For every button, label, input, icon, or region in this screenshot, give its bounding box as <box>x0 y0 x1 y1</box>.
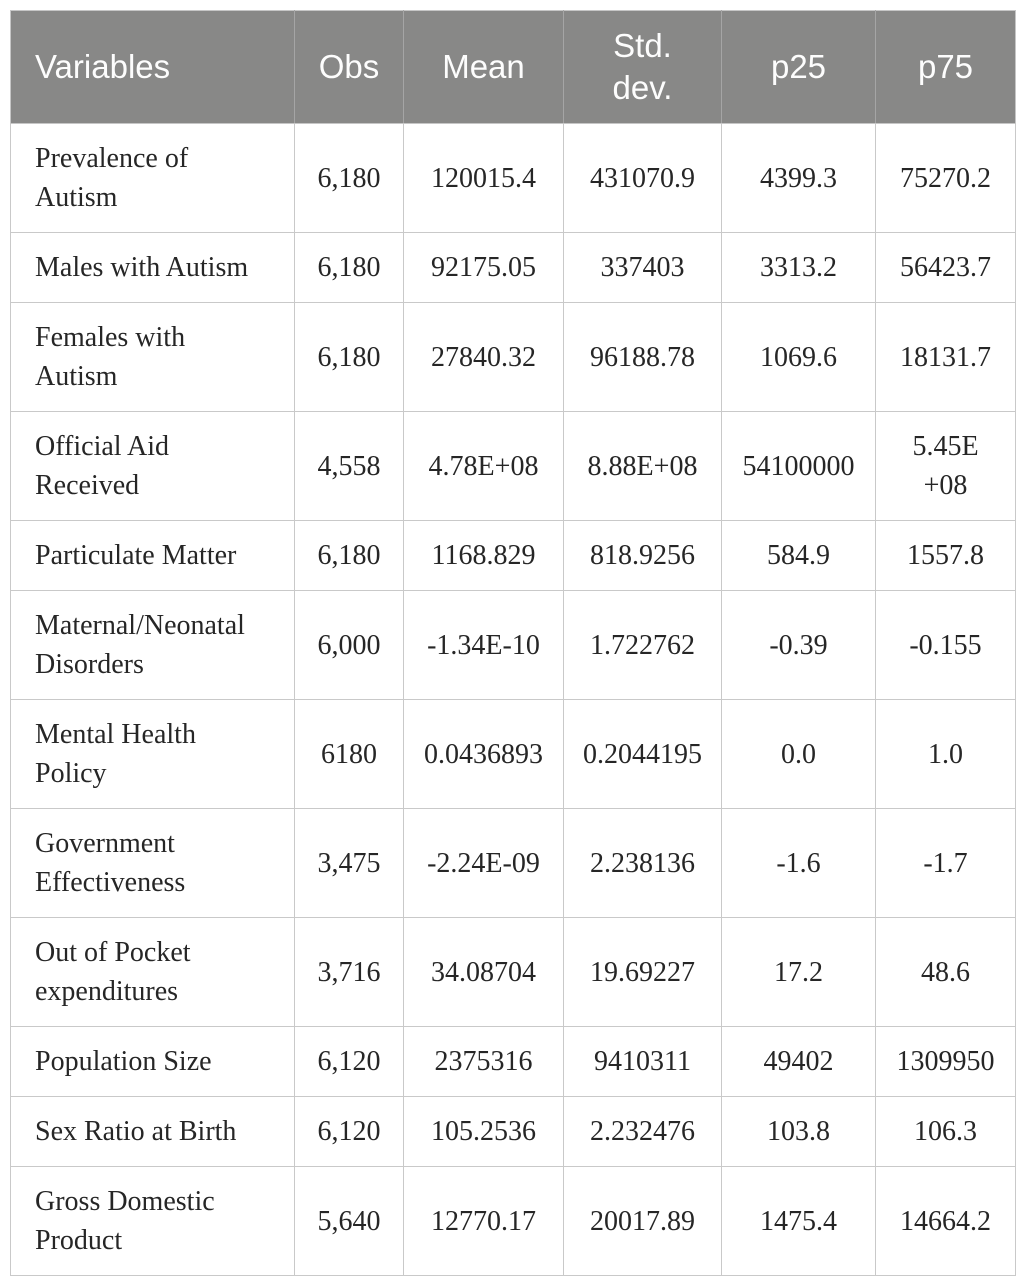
cell-p75: 1.0 <box>875 699 1016 809</box>
cell-p75: 1557.8 <box>875 520 1016 591</box>
table-row: Government Effectiveness 3,475 -2.24E-09 2.… <box>10 808 1016 918</box>
cell-p25: 103.8 <box>721 1096 876 1167</box>
cell-std_dev: 1.722762 <box>563 590 722 700</box>
table-row: Males with Autism 6,180 92175.05 337403 3313… <box>10 232 1016 303</box>
table-row: Females with Autism 6,180 27840.32 96188.78… <box>10 302 1016 412</box>
cell-std_dev: 2.238136 <box>563 808 722 918</box>
cell-mean: 27840.32 <box>403 302 564 412</box>
cell-p25: 49402 <box>721 1026 876 1097</box>
cell-p75: 5.45E +08 <box>875 411 1016 521</box>
cell-p25: -0.39 <box>721 590 876 700</box>
cell-variable: Particulate Matter <box>10 520 295 591</box>
table-body: Prevalence of Autism 6,180 120015.4 431070.… <box>10 123 1016 1276</box>
cell-variable: Out of Pocket expenditures <box>10 917 295 1027</box>
cell-std_dev: 431070.9 <box>563 123 722 233</box>
cell-variable: Males with Autism <box>10 232 295 303</box>
table-row: Gross Domestic Product 5,640 12770.17 20017… <box>10 1166 1016 1276</box>
cell-obs: 6180 <box>294 699 404 809</box>
cell-p75: -0.155 <box>875 590 1016 700</box>
cell-obs: 6,180 <box>294 302 404 412</box>
column-header-p25: p25 <box>721 10 876 124</box>
cell-p25: 17.2 <box>721 917 876 1027</box>
cell-variable: Population Size <box>10 1026 295 1097</box>
cell-obs: 3,475 <box>294 808 404 918</box>
cell-mean: 4.78E+08 <box>403 411 564 521</box>
cell-p75: 56423.7 <box>875 232 1016 303</box>
summary-statistics-table: Variables Obs Mean Std. dev. p25 p75 Prevalen… <box>10 10 1016 1276</box>
column-header-mean: Mean <box>403 10 564 124</box>
cell-obs: 5,640 <box>294 1166 404 1276</box>
table-row: Sex Ratio at Birth 6,120 105.2536 2.232476 1… <box>10 1096 1016 1167</box>
cell-std_dev: 2.232476 <box>563 1096 722 1167</box>
cell-variable: Gross Domestic Product <box>10 1166 295 1276</box>
cell-p75: 48.6 <box>875 917 1016 1027</box>
cell-obs: 6,180 <box>294 123 404 233</box>
cell-p75: -1.7 <box>875 808 1016 918</box>
cell-std_dev: 0.2044195 <box>563 699 722 809</box>
cell-std_dev: 8.88E+08 <box>563 411 722 521</box>
cell-std_dev: 818.9256 <box>563 520 722 591</box>
cell-variable: Official Aid Received <box>10 411 295 521</box>
table-row: Population Size 6,120 2375316 9410311 49402 1… <box>10 1026 1016 1097</box>
cell-obs: 3,716 <box>294 917 404 1027</box>
cell-obs: 6,120 <box>294 1096 404 1167</box>
cell-mean: 0.0436893 <box>403 699 564 809</box>
table-header: Variables Obs Mean Std. dev. p25 p75 <box>10 10 1016 124</box>
cell-variable: Maternal/Neonatal Disorders <box>10 590 295 700</box>
cell-variable: Sex Ratio at Birth <box>10 1096 295 1167</box>
cell-mean: -1.34E-10 <box>403 590 564 700</box>
cell-mean: 105.2536 <box>403 1096 564 1167</box>
cell-p25: 4399.3 <box>721 123 876 233</box>
cell-p25: 584.9 <box>721 520 876 591</box>
cell-p25: 3313.2 <box>721 232 876 303</box>
cell-std_dev: 96188.78 <box>563 302 722 412</box>
cell-p25: 0.0 <box>721 699 876 809</box>
table-row: Official Aid Received 4,558 4.78E+08 8.88E+… <box>10 411 1016 521</box>
cell-mean: 12770.17 <box>403 1166 564 1276</box>
cell-mean: 120015.4 <box>403 123 564 233</box>
cell-obs: 6,180 <box>294 520 404 591</box>
table-row: Prevalence of Autism 6,180 120015.4 431070.… <box>10 123 1016 233</box>
column-header-p75: p75 <box>875 10 1016 124</box>
column-header-variable: Variables <box>10 10 295 124</box>
cell-variable: Prevalence of Autism <box>10 123 295 233</box>
cell-p75: 14664.2 <box>875 1166 1016 1276</box>
header-row: Variables Obs Mean Std. dev. p25 p75 <box>10 10 1016 124</box>
table-row: Out of Pocket expenditures 3,716 34.08704 1… <box>10 917 1016 1027</box>
cell-mean: 1168.829 <box>403 520 564 591</box>
cell-variable: Mental Health Policy <box>10 699 295 809</box>
cell-mean: 2375316 <box>403 1026 564 1097</box>
cell-std_dev: 19.69227 <box>563 917 722 1027</box>
cell-p25: -1.6 <box>721 808 876 918</box>
cell-std_dev: 337403 <box>563 232 722 303</box>
cell-variable: Females with Autism <box>10 302 295 412</box>
cell-obs: 6,120 <box>294 1026 404 1097</box>
cell-p25: 54100000 <box>721 411 876 521</box>
cell-p75: 106.3 <box>875 1096 1016 1167</box>
cell-p75: 1309950 <box>875 1026 1016 1097</box>
cell-p75: 18131.7 <box>875 302 1016 412</box>
cell-mean: 34.08704 <box>403 917 564 1027</box>
cell-p25: 1069.6 <box>721 302 876 412</box>
cell-std_dev: 20017.89 <box>563 1166 722 1276</box>
cell-p25: 1475.4 <box>721 1166 876 1276</box>
cell-obs: 4,558 <box>294 411 404 521</box>
cell-std_dev: 9410311 <box>563 1026 722 1097</box>
table-row: Maternal/Neonatal Disorders 6,000 -1.34E-1… <box>10 590 1016 700</box>
cell-mean: -2.24E-09 <box>403 808 564 918</box>
cell-obs: 6,000 <box>294 590 404 700</box>
cell-mean: 92175.05 <box>403 232 564 303</box>
cell-p75: 75270.2 <box>875 123 1016 233</box>
cell-variable: Government Effectiveness <box>10 808 295 918</box>
cell-obs: 6,180 <box>294 232 404 303</box>
table-row: Mental Health Policy 6180 0.0436893 0.20441… <box>10 699 1016 809</box>
table-row: Particulate Matter 6,180 1168.829 818.9256 5… <box>10 520 1016 591</box>
column-header-obs: Obs <box>294 10 404 124</box>
column-header-std_dev: Std. dev. <box>563 10 722 124</box>
